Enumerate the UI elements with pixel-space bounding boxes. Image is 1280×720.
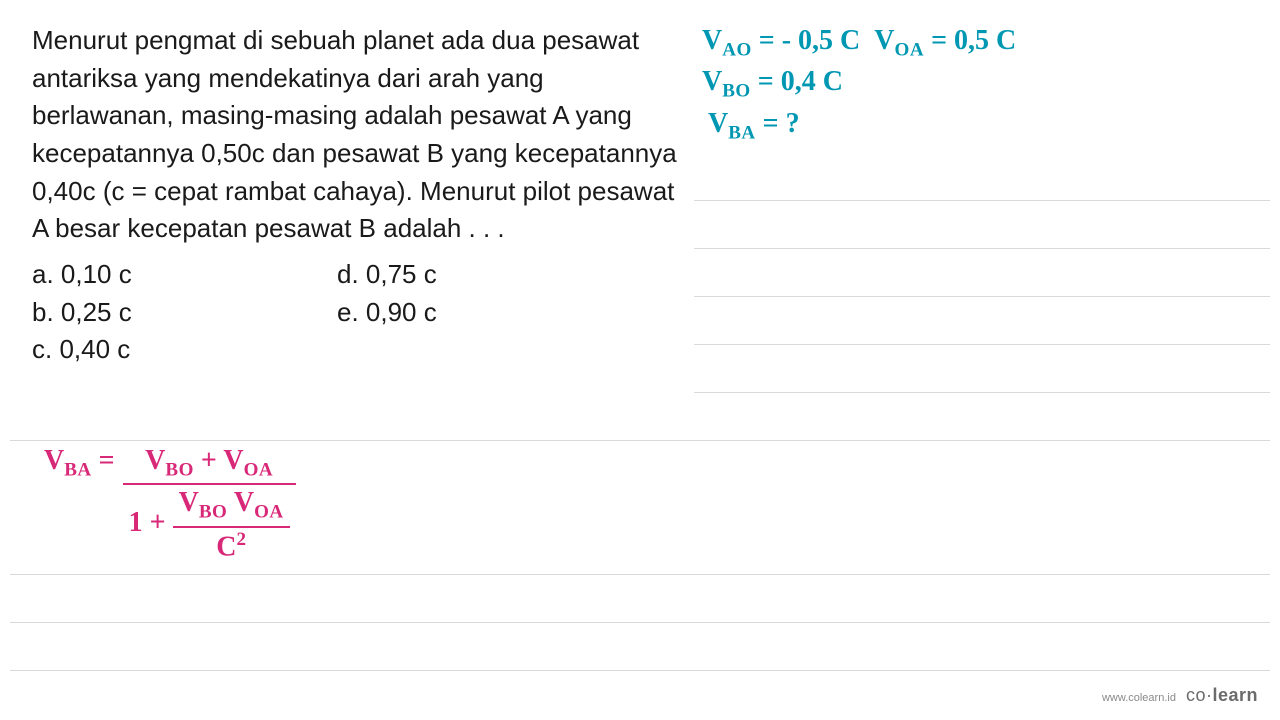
footer: www.colearn.id co·learn — [1102, 685, 1258, 706]
option-b: b. 0,25 c — [32, 294, 337, 332]
footer-url: www.colearn.id — [1102, 692, 1176, 704]
answer-options: a. 0,10 c d. 0,75 c b. 0,25 c e. 0,90 c … — [32, 256, 437, 369]
option-c: c. 0,40 c — [32, 331, 337, 369]
formula-annotation: VBA = VBO + VOA 1 + VBO VOAC2 — [44, 444, 296, 564]
option-d: d. 0,75 c — [337, 256, 437, 294]
footer-brand: co·learn — [1186, 685, 1258, 706]
option-a: a. 0,10 c — [32, 256, 337, 294]
option-e: e. 0,90 c — [337, 294, 437, 332]
given-values-annotation: VAO = - 0,5 C VOA = 0,5 C VBO = 0,4 C VB… — [702, 22, 1016, 146]
problem-statement: Menurut pengmat di sebuah planet ada dua… — [32, 22, 692, 248]
